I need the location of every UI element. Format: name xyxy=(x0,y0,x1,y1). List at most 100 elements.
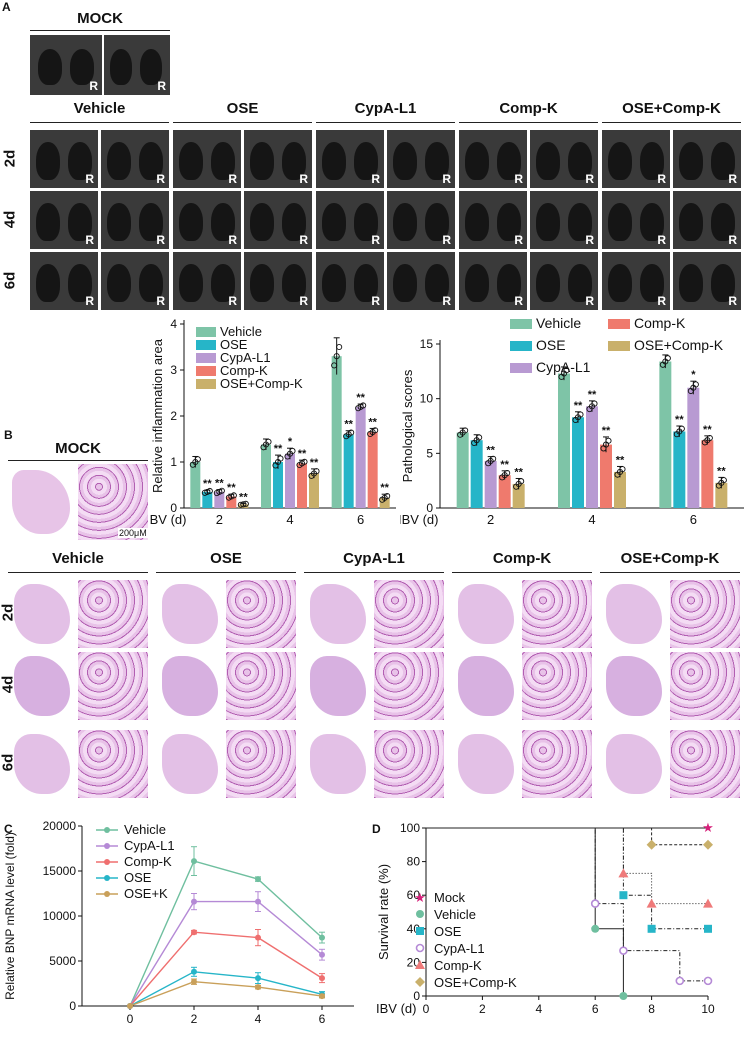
y-tick-label: 100 xyxy=(400,821,420,835)
legend-label: Vehicle xyxy=(220,324,262,339)
he-day-label: 6d xyxy=(0,753,17,772)
legend-marker xyxy=(416,910,424,918)
bar xyxy=(498,475,511,508)
bar xyxy=(701,440,714,508)
x-tick-label: 10 xyxy=(701,1002,715,1016)
ct-scan-image: R xyxy=(530,191,598,249)
ct-scan-image: R xyxy=(602,191,670,249)
bar xyxy=(456,432,469,508)
data-point xyxy=(706,434,713,442)
ct-r-marker: R xyxy=(657,294,666,308)
ct-scan-image: R xyxy=(602,252,670,310)
data-point xyxy=(703,976,713,986)
ct-r-marker: R xyxy=(514,294,523,308)
significance-mark: ** xyxy=(703,424,712,436)
significance-mark: * xyxy=(288,436,293,448)
he-mock-zoom xyxy=(78,464,148,540)
data-point xyxy=(206,487,213,495)
bar xyxy=(470,440,483,508)
data-point xyxy=(605,437,612,444)
data-point xyxy=(255,984,261,991)
data-point xyxy=(240,501,247,508)
ct-r-marker: R xyxy=(89,79,98,93)
legend-marker xyxy=(104,859,110,865)
significance-mark: ** xyxy=(356,392,365,404)
x-tick-label: 6 xyxy=(357,512,364,527)
bar xyxy=(687,387,700,508)
legend-label: Vehicle xyxy=(434,907,476,922)
x-axis-prefix: IBV (d) xyxy=(150,512,186,527)
data-point xyxy=(703,898,713,908)
data-point xyxy=(331,362,338,369)
panel-label-b: B xyxy=(4,428,13,442)
he-zoom-image xyxy=(78,580,148,648)
he-overview-image xyxy=(452,730,518,798)
series-line xyxy=(129,980,323,1007)
data-point xyxy=(194,456,201,463)
ct-mock-image-1: R xyxy=(30,35,102,95)
he-zoom-image xyxy=(374,580,444,648)
ct-r-marker: R xyxy=(728,172,737,186)
ct-r-marker: R xyxy=(728,233,737,247)
y-tick-label: 60 xyxy=(407,888,421,902)
he-mock-title: MOCK xyxy=(55,440,101,457)
ct-r-marker: R xyxy=(299,294,308,308)
significance-mark: ** xyxy=(368,416,377,428)
he-overview-image xyxy=(600,580,666,648)
he-group-title: OSE xyxy=(210,550,242,567)
he-zoom-image xyxy=(374,652,444,720)
he-group-title: OSE+Comp-K xyxy=(620,550,720,567)
he-zoom-image xyxy=(226,652,296,720)
ct-mock-title: MOCK xyxy=(77,10,123,27)
data-point xyxy=(619,466,626,473)
data-point xyxy=(490,455,497,462)
ct-r-marker: R xyxy=(156,172,165,186)
ct-group-line xyxy=(459,122,598,123)
data-point xyxy=(218,487,225,494)
bar xyxy=(331,356,342,508)
data-point xyxy=(301,458,308,465)
legend-label: OSE xyxy=(434,924,462,939)
legend-marker: ★ xyxy=(414,890,426,905)
significance-mark: ** xyxy=(380,482,389,494)
ct-scan-image: R xyxy=(530,252,598,310)
he-mock-line xyxy=(8,460,148,461)
ct-group-line xyxy=(602,122,741,123)
y-tick-label: 0 xyxy=(170,501,177,515)
survival-step-line xyxy=(426,827,708,846)
he-day-label: 4d xyxy=(0,675,17,694)
ct-scan-image: R xyxy=(316,191,384,249)
significance-mark: ** xyxy=(717,465,726,477)
he-overview-image xyxy=(452,652,518,720)
ct-r-marker: R xyxy=(228,233,237,247)
ct-mock-line xyxy=(30,30,170,31)
legend-label: Comp-K xyxy=(634,316,686,331)
he-zoom-image xyxy=(522,730,592,798)
ct-day-label: 4d xyxy=(1,210,19,229)
legend-label: OSE xyxy=(536,337,566,353)
data-point xyxy=(504,469,511,477)
ct-r-marker: R xyxy=(85,294,94,308)
legend-marker xyxy=(416,927,424,935)
data-point xyxy=(127,1003,133,1009)
data-point xyxy=(319,951,325,958)
he-zoom-image xyxy=(670,652,740,720)
bar xyxy=(600,444,612,508)
ct-r-marker: R xyxy=(299,172,308,186)
legend-label: OSE+K xyxy=(124,886,168,901)
ct-scan-image: R xyxy=(602,130,670,188)
y-tick-label: 15 xyxy=(420,337,434,351)
x-tick-label: 2 xyxy=(479,1002,486,1016)
series-line xyxy=(129,900,323,1007)
ct-scan-image: R xyxy=(459,130,527,188)
data-point xyxy=(319,993,325,1000)
legend-swatch xyxy=(510,319,532,329)
bar xyxy=(715,482,728,508)
data-point xyxy=(255,898,261,905)
data-point xyxy=(590,899,600,908)
ct-r-marker: R xyxy=(514,233,523,247)
he-zoom-image xyxy=(374,730,444,798)
legend-label: CypA-L1 xyxy=(124,838,175,853)
legend-marker xyxy=(104,891,110,897)
ct-r-marker: R xyxy=(228,294,237,308)
